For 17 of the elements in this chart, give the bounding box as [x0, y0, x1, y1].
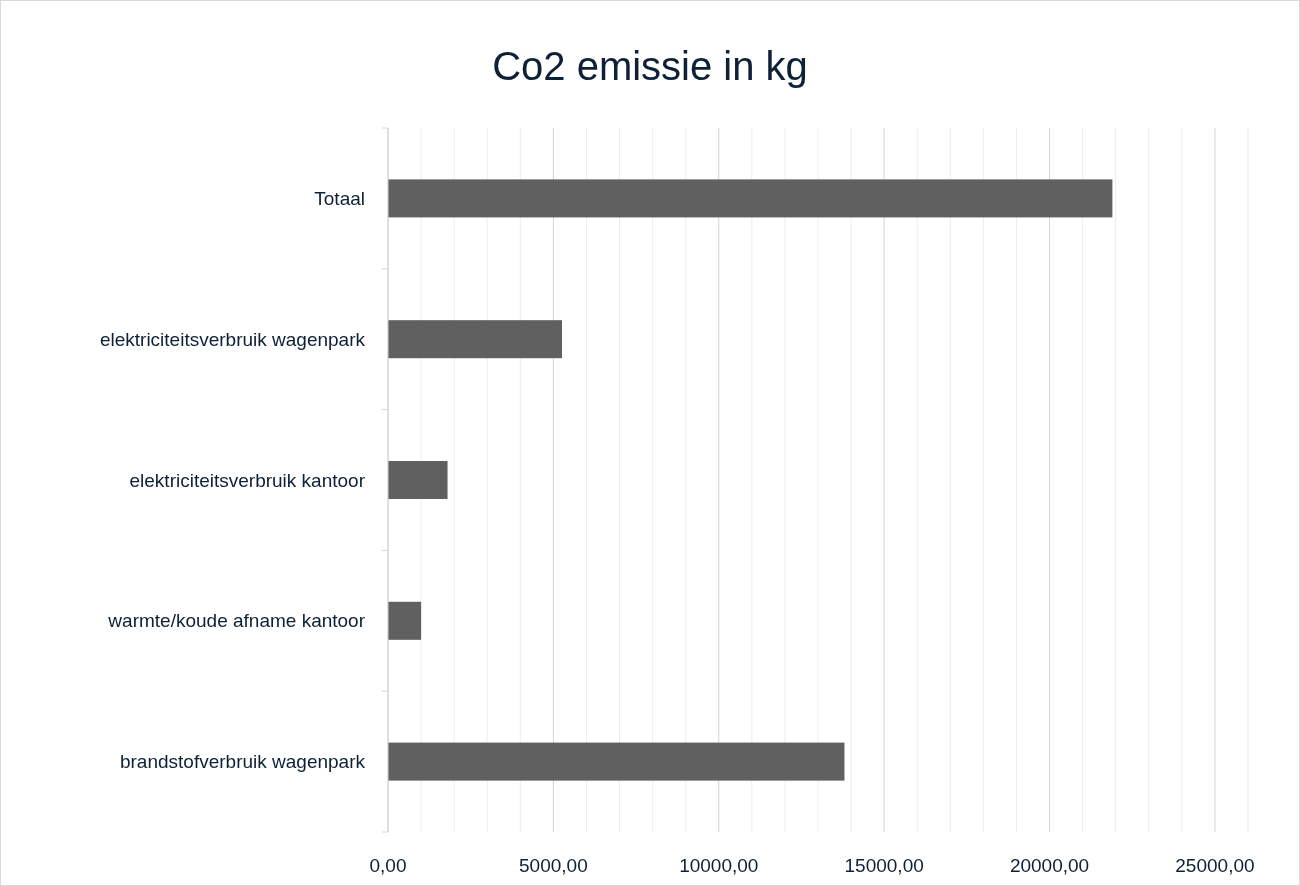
y-tick-label: warmte/koude afname kantoor: [107, 610, 366, 632]
x-tick-label: 15000,00: [844, 855, 924, 876]
x-tick-label: 0,00: [369, 855, 407, 876]
y-tick-label: elektriciteitsverbruik wagenpark: [99, 328, 366, 350]
bar: [388, 460, 448, 500]
bar: [388, 742, 845, 781]
bar: [388, 601, 422, 640]
chart-title: Co2 emissie in kg: [492, 44, 808, 88]
bar: [388, 179, 1113, 218]
x-tick-label: 20000,00: [1009, 855, 1090, 876]
x-tick-label: 10000,00: [679, 855, 759, 876]
x-tick-label: 5000,00: [519, 855, 588, 876]
y-tick-label: elektriciteitsverbruik kantoor: [129, 469, 366, 491]
y-tick-label: Totaal: [314, 188, 365, 210]
x-tick-label: 25000,00: [1175, 855, 1255, 876]
y-tick-label: brandstofverbruik wagenpark: [119, 751, 366, 773]
bar: [388, 320, 562, 359]
